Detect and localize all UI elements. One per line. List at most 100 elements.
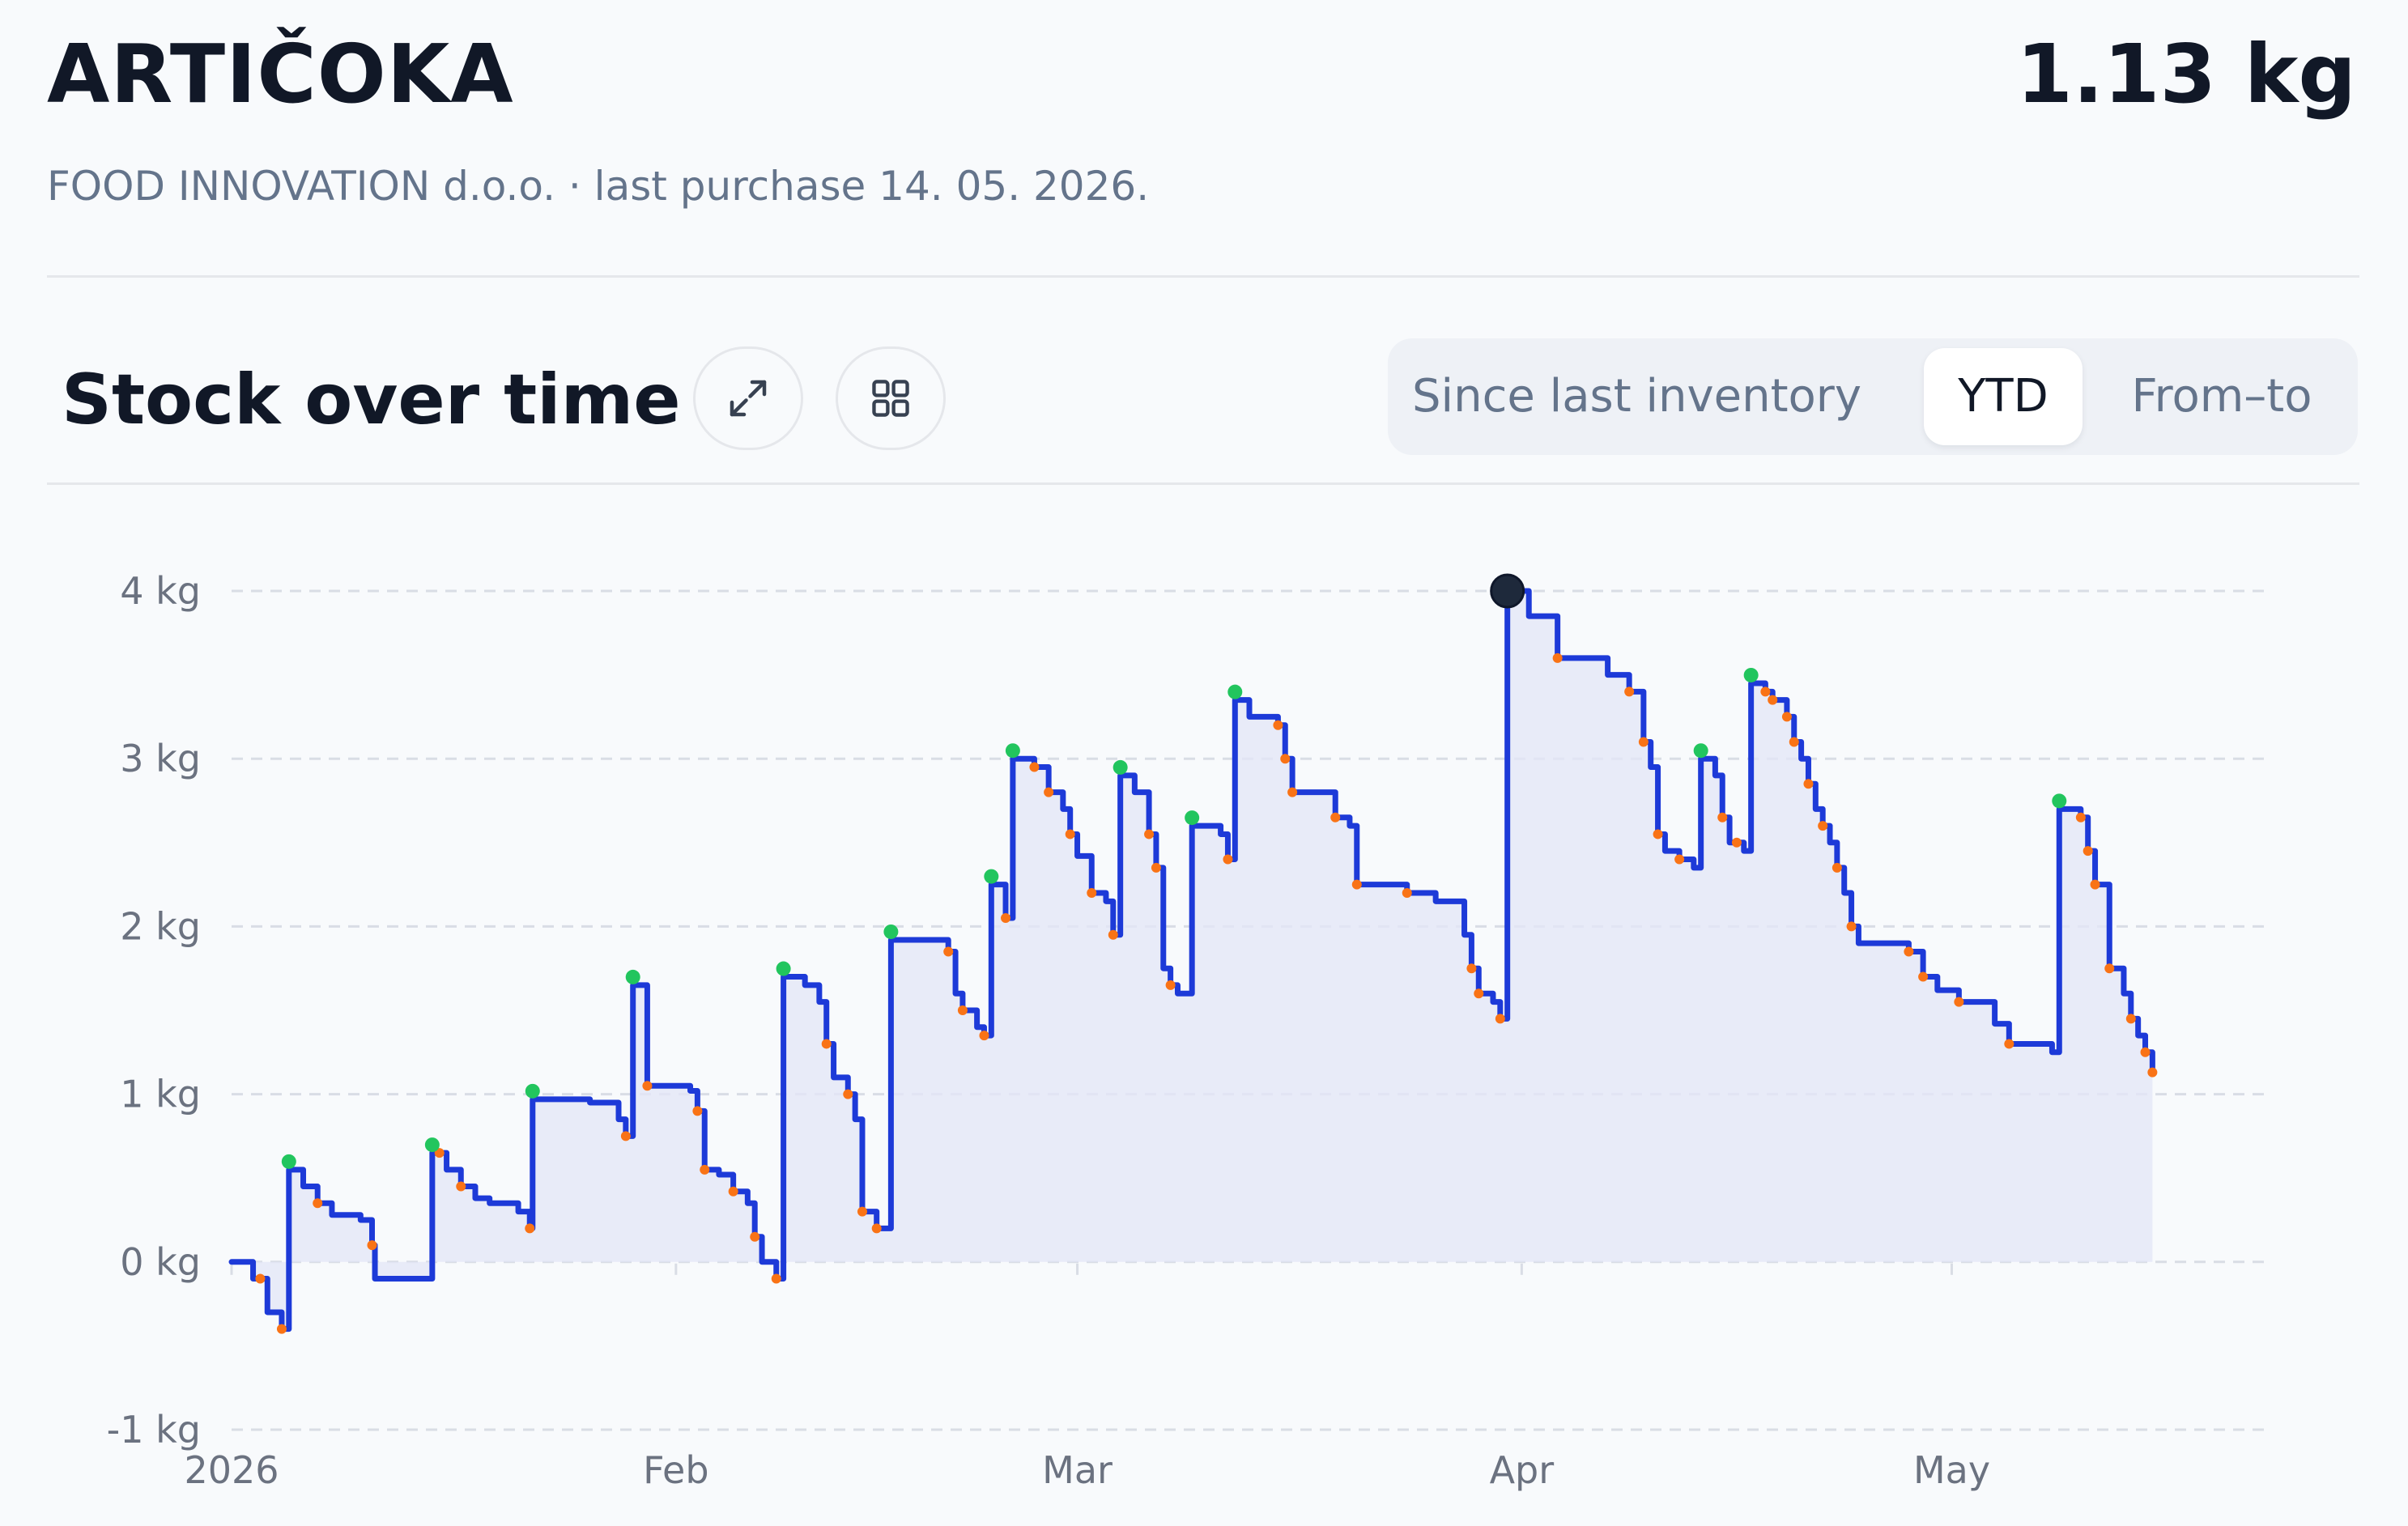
x-tick-label: Feb [643, 1448, 708, 1492]
consumption-marker [642, 1081, 653, 1091]
y-tick-label: 2 kg [120, 904, 201, 948]
consumption-marker [871, 1223, 882, 1234]
consumption-marker [2140, 1047, 2151, 1057]
consumption-marker [1402, 887, 1412, 898]
consumption-marker [728, 1186, 738, 1197]
tab-ytd[interactable]: YTD [1924, 348, 2083, 445]
purchase-marker [2052, 793, 2067, 809]
consumption-marker [2147, 1067, 2158, 1078]
tab-since-last-inventory[interactable]: Since last inventory [1412, 370, 1861, 423]
consumption-marker [2090, 879, 2100, 890]
consumption-marker [1954, 997, 1964, 1007]
header-divider [47, 275, 2359, 278]
consumption-marker [367, 1240, 377, 1251]
consumption-marker [1832, 862, 1842, 873]
y-tick-label: 1 kg [120, 1073, 201, 1116]
consumption-marker [1803, 779, 1814, 789]
y-tick-label: 4 kg [120, 569, 201, 613]
expand-arrows-icon [730, 380, 767, 417]
grid-view-icon [872, 380, 909, 417]
section-divider [47, 482, 2359, 485]
consumption-marker [2104, 963, 2115, 974]
consumption-marker [943, 946, 954, 957]
purchase-marker [625, 969, 640, 984]
consumption-marker [1760, 686, 1771, 697]
expand-button[interactable] [693, 346, 803, 450]
consumption-marker [1474, 988, 1484, 999]
consumption-marker [1144, 829, 1155, 840]
consumption-marker [857, 1206, 867, 1217]
consumption-marker [1717, 812, 1728, 823]
consumption-marker [1287, 787, 1298, 797]
x-tick-label: May [1913, 1448, 1990, 1492]
consumption-marker [2075, 812, 2086, 823]
consumption-marker [525, 1223, 535, 1234]
consumption-marker [1087, 887, 1097, 898]
purchase-marker [1743, 667, 1759, 682]
consumption-marker [456, 1181, 466, 1192]
product-title: ARTIČOKA [47, 27, 514, 121]
consumption-marker [1674, 854, 1685, 865]
highlight-point [1490, 573, 1525, 609]
consumption-marker [1273, 720, 1283, 730]
consumption-marker [1108, 929, 1118, 940]
consumption-marker [750, 1231, 760, 1242]
x-tick-label: 2026 [184, 1448, 279, 1492]
consumption-marker [1029, 762, 1040, 772]
consumption-marker [821, 1039, 832, 1049]
consumption-marker [1846, 921, 1857, 932]
consumption-marker [276, 1324, 287, 1334]
consumption-marker [1466, 963, 1477, 974]
x-tick-label: Mar [1042, 1448, 1113, 1492]
consumption-marker [1001, 913, 1011, 924]
consumption-marker [255, 1273, 266, 1284]
consumption-marker [1065, 829, 1075, 840]
consumption-marker [1151, 862, 1161, 873]
consumption-marker [1653, 829, 1663, 840]
purchase-marker [883, 924, 899, 939]
consumption-marker [1918, 971, 1929, 982]
consumption-marker [1789, 737, 1799, 747]
stock-amount: 1.13 kg [2016, 27, 2356, 121]
y-tick-label: -1 kg [107, 1408, 201, 1452]
consumption-marker [1781, 712, 1792, 722]
purchase-marker [1185, 810, 1200, 826]
consumption-marker [1330, 812, 1341, 823]
consumption-marker [434, 1148, 445, 1158]
purchase-marker [1005, 743, 1020, 759]
x-tick-label: Apr [1490, 1448, 1555, 1492]
consumption-marker [1552, 652, 1563, 663]
consumption-marker [313, 1198, 323, 1209]
y-tick-label: 0 kg [120, 1240, 201, 1284]
consumption-marker [957, 1005, 968, 1015]
consumption-marker [1165, 980, 1176, 990]
consumption-marker [1044, 787, 1054, 797]
range-segmented-control: Since last inventory YTD From–to [1388, 338, 2358, 455]
purchase-marker [281, 1154, 296, 1169]
consumption-marker [1768, 695, 1778, 705]
section-title: Stock over time [62, 359, 681, 440]
purchase-marker [525, 1083, 540, 1099]
consumption-marker [1904, 946, 1914, 957]
purchase-marker [776, 961, 791, 976]
consumption-marker [979, 1031, 989, 1041]
supplier-subtitle: FOOD INNOVATION d.o.o. · last purchase 1… [47, 163, 1150, 210]
consumption-marker [692, 1106, 703, 1116]
purchase-marker [424, 1137, 440, 1153]
purchase-marker [1113, 759, 1128, 775]
consumption-marker [620, 1131, 631, 1141]
consumption-marker [1495, 1014, 1505, 1024]
consumption-marker [2125, 1014, 2136, 1024]
tab-from-to[interactable]: From–to [2131, 370, 2312, 423]
grid-view-button[interactable] [836, 346, 946, 450]
y-tick-label: 3 kg [120, 737, 201, 780]
consumption-marker [2004, 1039, 2014, 1049]
stock-chart: -1 kg 0 kg 1 kg 2 kg 3 kg 4 kg 2026 Feb Mar Apr Ma… [107, 569, 2267, 1492]
consumption-marker [1351, 879, 1362, 890]
purchase-marker [984, 869, 999, 884]
consumption-marker [700, 1164, 710, 1175]
consumption-marker [1280, 754, 1291, 764]
consumption-marker [2083, 846, 2093, 857]
purchase-marker [1227, 684, 1243, 699]
consumption-marker [1624, 686, 1635, 697]
